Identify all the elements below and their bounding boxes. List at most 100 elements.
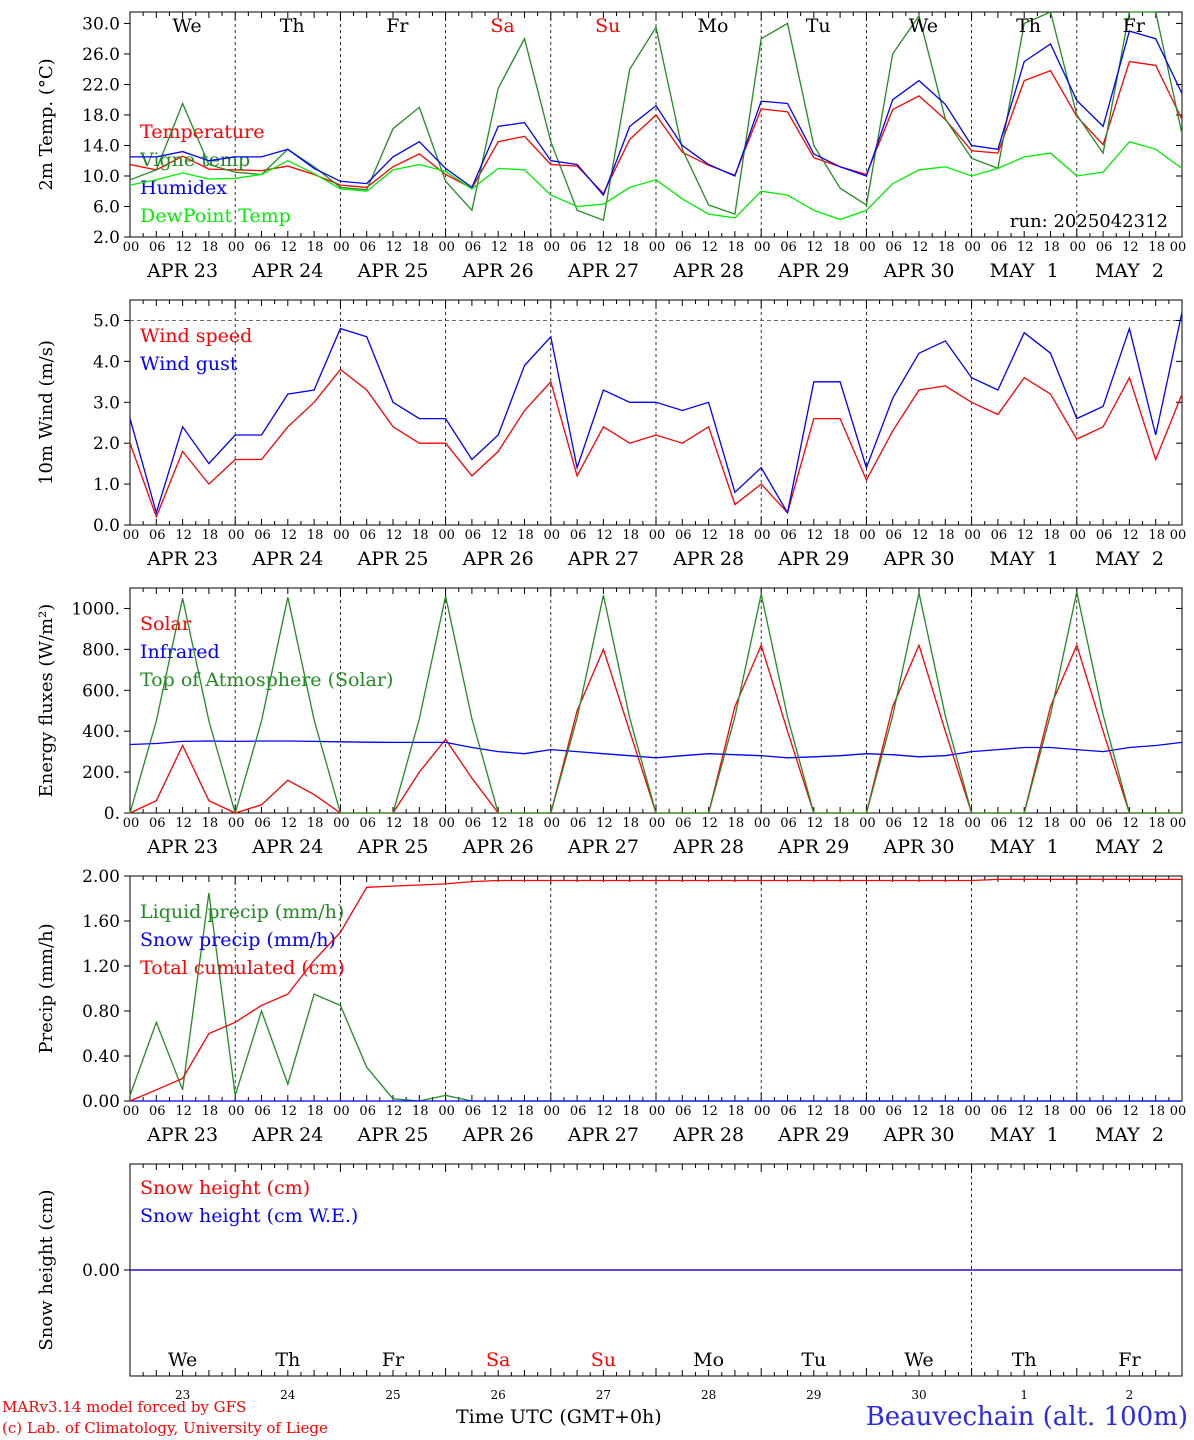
hour-label: 06: [1096, 528, 1113, 543]
y-tick-label: 600.: [82, 681, 120, 701]
y-tick-label: 0.40: [82, 1047, 120, 1067]
y-tick-label: 0.00: [82, 1092, 120, 1112]
hour-label: 18: [728, 816, 745, 831]
y-tick-label: 0.: [104, 804, 120, 824]
day-letter: Fr: [1123, 15, 1146, 37]
hour-label: 18: [202, 240, 219, 255]
hour-label: 06: [991, 528, 1008, 543]
hour-label: 12: [701, 816, 718, 831]
hour-label: 06: [885, 528, 902, 543]
date-label: APR 23: [146, 260, 218, 282]
hour-label: 06: [359, 240, 376, 255]
hour-label: 06: [780, 528, 797, 543]
hour-label: 12: [1122, 240, 1139, 255]
y-tick-label: 2.0: [93, 228, 120, 248]
date-label: APR 30: [882, 836, 954, 858]
hour-label: 18: [1148, 816, 1165, 831]
hour-label: 18: [412, 528, 429, 543]
hour-label: 06: [675, 528, 692, 543]
day-number: 25: [385, 1388, 400, 1400]
hour-label: 00: [964, 816, 981, 831]
hour-label: 18: [1148, 1104, 1165, 1119]
hour-label: 18: [622, 528, 639, 543]
hour-label: 18: [833, 528, 850, 543]
series-line: [129, 368, 1183, 519]
hour-label: 06: [991, 1104, 1008, 1119]
hour-label: 00: [859, 1104, 876, 1119]
hour-label: 00: [859, 816, 876, 831]
hour-label: 00: [1170, 1104, 1187, 1119]
hour-label: 00: [859, 240, 876, 255]
hour-label: 12: [1122, 528, 1139, 543]
hour-label: 06: [675, 1104, 692, 1119]
hour-label: 12: [1122, 816, 1139, 831]
day-letter: Tu: [806, 15, 831, 37]
date-label: APR 28: [672, 548, 744, 570]
day-letter: Sa: [490, 15, 514, 37]
hour-label: 18: [412, 240, 429, 255]
hour-label: 00: [333, 816, 350, 831]
hour-label: 06: [1096, 240, 1113, 255]
hour-label: 00: [438, 240, 455, 255]
y-tick-label: 10.0: [82, 167, 120, 187]
day-letter: Th: [275, 1349, 300, 1371]
date-label: APR 27: [567, 836, 639, 858]
hour-label: 12: [386, 240, 403, 255]
y-tick-label: 1.60: [82, 912, 120, 932]
day-letter: We: [168, 1349, 197, 1371]
hour-label: 00: [649, 240, 666, 255]
hour-label: 12: [596, 1104, 613, 1119]
hour-label: 18: [202, 816, 219, 831]
hour-label: 00: [1070, 240, 1087, 255]
date-label: APR 26: [462, 1124, 534, 1146]
y-axis-title: Snow height (cm): [36, 1189, 57, 1350]
hour-label: 12: [1017, 1104, 1034, 1119]
hour-label: 12: [386, 1104, 403, 1119]
panel-frame: [129, 587, 1183, 814]
hour-label: 12: [175, 240, 192, 255]
date-label: APR 27: [567, 1124, 639, 1146]
hour-label: 06: [254, 816, 271, 831]
y-tick-label: 1000.: [71, 599, 120, 619]
date-label: MAY 2: [1095, 548, 1164, 570]
lab-credit: (c) Lab. of Climatology, University of L…: [2, 1419, 328, 1437]
day-letter: Th: [280, 15, 305, 37]
hour-label: 12: [491, 528, 508, 543]
series-line: [129, 740, 1183, 759]
date-label: APR 24: [251, 260, 323, 282]
date-label: MAY 1: [990, 548, 1059, 570]
hour-label: 06: [885, 240, 902, 255]
day-number: 23: [175, 1388, 190, 1400]
hour-label: 12: [1017, 528, 1034, 543]
hour-label: 06: [149, 1104, 166, 1119]
hour-label: 06: [359, 1104, 376, 1119]
hour-label: 18: [1043, 816, 1060, 831]
series-line: [129, 878, 1182, 1102]
hour-label: 00: [544, 816, 561, 831]
date-label: APR 27: [567, 548, 639, 570]
hour-label: 00: [649, 1104, 666, 1119]
date-label: APR 25: [356, 548, 428, 570]
hour-label: 06: [465, 1104, 482, 1119]
hour-label: 00: [228, 1104, 245, 1119]
date-label: APR 23: [146, 1124, 218, 1146]
hour-label: 12: [175, 816, 192, 831]
hour-label: 18: [307, 1104, 324, 1119]
hour-label: 00: [964, 528, 981, 543]
hour-label: 18: [517, 528, 534, 543]
hour-label: 00: [438, 1104, 455, 1119]
hour-label: 00: [228, 240, 245, 255]
hour-label: 06: [991, 816, 1008, 831]
hour-label: 12: [912, 1104, 929, 1119]
hour-label: 00: [123, 528, 140, 543]
y-tick-label: 1.0: [93, 475, 120, 495]
hour-label: 00: [333, 1104, 350, 1119]
hour-label: 12: [912, 528, 929, 543]
date-label: MAY 1: [990, 260, 1059, 282]
hour-label: 00: [754, 816, 771, 831]
hour-label: 06: [570, 1104, 587, 1119]
hour-label: 06: [885, 816, 902, 831]
date-label: APR 28: [672, 1124, 744, 1146]
hour-label: 12: [281, 816, 298, 831]
legend-entry: Solar: [140, 613, 192, 635]
